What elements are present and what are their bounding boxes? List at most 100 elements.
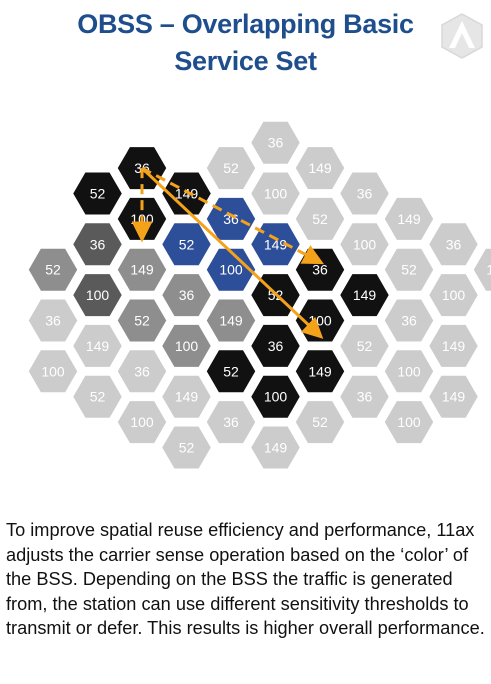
hex-shape (248, 119, 303, 166)
hex-channel-label: 100 (86, 287, 110, 303)
hex-channel-label: 52 (312, 211, 328, 227)
triangle-a-logo-icon (441, 13, 483, 59)
hex-cell: 149 (293, 348, 347, 395)
hex-shape (26, 348, 80, 395)
hex-shape (426, 373, 481, 420)
hex-channel-label: 52 (134, 313, 150, 329)
hex-cell: 100 (337, 221, 392, 268)
hex-channel-label: 52 (401, 262, 417, 278)
hex-cell: 149 (293, 144, 347, 192)
hex-cell: 52 (26, 246, 80, 293)
title-line-1: OBSS – Overlapping Basic (77, 9, 414, 39)
hex-shape (70, 170, 125, 217)
hex-cell: 36 (248, 322, 303, 370)
hex-shape (471, 246, 491, 293)
hex-channel-label: 149 (264, 236, 288, 252)
hex-channel-label: 52 (223, 363, 239, 379)
hex-shape (293, 195, 347, 243)
hex-cell: 100 (382, 398, 436, 446)
hex-cell: 100 (26, 348, 80, 395)
hex-shape (337, 271, 392, 319)
hex-shape (159, 322, 214, 370)
hex-channel-label: 100 (397, 414, 421, 430)
hex-channel-label: 149 (175, 389, 199, 405)
hex-channel-label: 52 (179, 440, 195, 456)
slide-title: OBSS – Overlapping Basic Service Set (0, 6, 491, 80)
hex-cell: 52 (337, 322, 392, 370)
hex-cell: 100 (159, 322, 214, 370)
hex-channel-label: 36 (357, 389, 373, 405)
hex-cell: 52 (382, 246, 436, 293)
hex-channel-label: 36 (223, 211, 239, 227)
hex-shape (115, 246, 169, 293)
hex-shape (159, 170, 214, 217)
hex-shape (204, 297, 258, 344)
hex-cell: 36 (159, 271, 214, 319)
hex-shape (248, 373, 303, 420)
hexagon-channel-map: 52 36 100 52 36 100 149 52 36 100 149 52 36 100 149 52 3… (26, 119, 491, 471)
hex-shape (382, 246, 436, 293)
hex-channel-label: 149 (308, 160, 332, 176)
hex-channel-label: 100 (264, 389, 288, 405)
hex-shape (159, 271, 214, 319)
hex-channel-label: 36 (45, 313, 61, 329)
title-line-2: Service Set (174, 46, 317, 76)
hex-shape (115, 398, 169, 446)
hex-cell: 52 (204, 348, 258, 395)
hex-channel-label: 52 (223, 160, 239, 176)
hex-cell: 52 (293, 195, 347, 243)
hex-cell: 36 (70, 221, 125, 268)
hex-cell: 100 (248, 170, 303, 217)
hex-shape (382, 297, 436, 344)
hex-cell: 100 (204, 246, 258, 293)
hex-channel-label: 36 (90, 236, 106, 252)
hex-shape (159, 424, 214, 471)
hex-channel-label: 149 (264, 440, 288, 456)
hex-shape (382, 348, 436, 395)
hex-cell: 52 (70, 170, 125, 217)
hex-cell: 36 (26, 297, 80, 344)
hex-shape (293, 348, 347, 395)
hex-channel-label: 52 (312, 414, 328, 430)
hex-channel-label: 100 (219, 262, 243, 278)
hex-channel-label: 36 (134, 363, 150, 379)
hex-shape (293, 144, 347, 192)
hex-cell: 149 (426, 322, 481, 370)
hex-channel-label: 36 (268, 135, 284, 151)
hex-channel-label: 149 (353, 287, 377, 303)
hex-channel-label: 52 (179, 236, 195, 252)
hex-shape (70, 221, 125, 268)
hex-shape (337, 322, 392, 370)
hex-channel-label: 100 (130, 414, 154, 430)
hex-channel-label: 100 (397, 363, 421, 379)
hex-channel-label: 36 (268, 338, 284, 354)
hex-cell: 149 (471, 246, 491, 293)
hex-cell: 36 (248, 119, 303, 166)
hex-cell: 52 (159, 424, 214, 471)
hex-channel-label: 100 (41, 363, 65, 379)
hex-channel-label: 36 (223, 414, 239, 430)
hex-channel-label: 149 (308, 363, 332, 379)
hex-cell: 149 (159, 373, 214, 420)
hex-cell: 100 (426, 271, 481, 319)
hex-channel-label: 52 (90, 389, 106, 405)
hex-channel-label: 36 (401, 313, 417, 329)
hex-channel-label: 149 (219, 313, 243, 329)
hex-shape (26, 297, 80, 344)
transmit-arrow-solid (140, 167, 324, 339)
hex-shape (426, 221, 481, 268)
hex-cell: 149 (426, 373, 481, 420)
hex-cell: 149 (70, 322, 125, 370)
hex-channel-label: 149 (442, 389, 466, 405)
hex-cell: 149 (382, 195, 436, 243)
hex-channel-label: 36 (179, 287, 195, 303)
hex-cell: 149 (337, 271, 392, 319)
hex-shape (382, 195, 436, 243)
hex-cell: 100 (115, 398, 169, 446)
hex-shape (293, 398, 347, 446)
hex-shape (159, 373, 214, 420)
hex-channel-label: 52 (90, 186, 106, 202)
hex-channel-label: 52 (45, 262, 61, 278)
hex-shape (70, 322, 125, 370)
hex-cell: 36 (426, 221, 481, 268)
